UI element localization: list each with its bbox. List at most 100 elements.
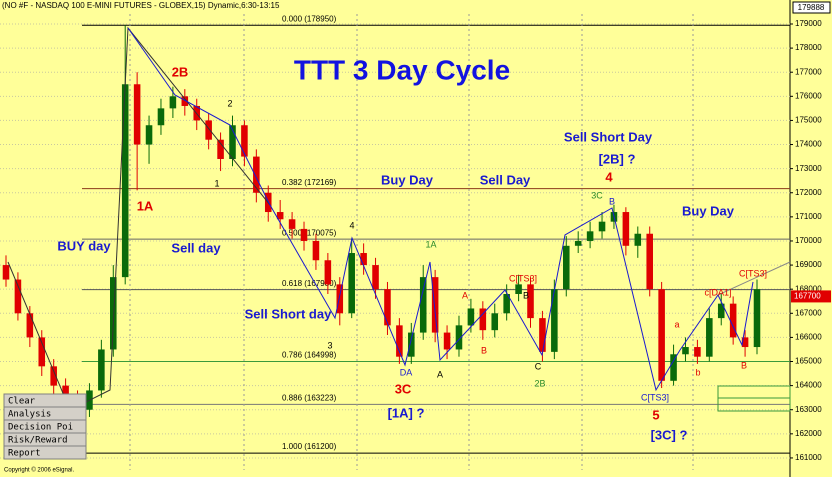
wave-label: c[DA1] [704, 287, 731, 297]
annotation: 2B [172, 64, 189, 79]
candle-body [479, 308, 487, 331]
y-tick-label: 167000 [795, 308, 822, 317]
wave-label: 2 [227, 98, 232, 108]
wave-label: 1A [425, 239, 436, 249]
candle-body [241, 125, 248, 157]
candle-body [300, 228, 308, 241]
annotation: [1A] ? [388, 405, 425, 420]
wave-label: A [437, 369, 443, 379]
candle-body [753, 289, 761, 348]
menu-label[interactable]: Clear [8, 397, 36, 407]
candle-body [670, 354, 677, 381]
wave-label: B [523, 290, 529, 300]
candle-body [98, 349, 105, 391]
y-tick-label: 172000 [795, 188, 822, 197]
candle-body [384, 289, 391, 326]
wave-label: C[TS3] [509, 273, 537, 283]
candle-body [515, 284, 522, 295]
wave-label: A [462, 290, 468, 300]
candle-body [491, 313, 499, 331]
wave-label: 3 [327, 340, 332, 350]
top-price-label: 179888 [798, 3, 825, 12]
candle-body [634, 233, 642, 246]
wave-label: C[TS3] [739, 268, 767, 278]
candle-body [729, 303, 737, 338]
annotation: 4 [605, 169, 613, 184]
candle-body [574, 240, 582, 246]
menu-label[interactable]: Decision Poi [8, 423, 73, 433]
candle-body [26, 313, 34, 338]
menu-button[interactable] [3, 445, 87, 460]
day-separators [129, 14, 694, 470]
y-tick-label: 166000 [795, 333, 822, 342]
candle-body [527, 284, 534, 319]
wave-label: 3C [591, 190, 603, 200]
wave-label: B [741, 360, 747, 370]
candle-body [419, 277, 427, 333]
y-tick-label: 168000 [795, 284, 822, 293]
candle-body [38, 337, 46, 367]
y-tick-label: 179000 [795, 19, 822, 28]
annotation: Sell Day [480, 172, 531, 187]
candle-body [455, 325, 463, 350]
wave-label: C[TS3] [641, 392, 669, 402]
menu-label[interactable]: Report [8, 449, 41, 459]
candle-body [622, 212, 630, 246]
menu-label[interactable]: Analysis [8, 410, 51, 420]
wave-label: C [535, 361, 542, 371]
candle-body [360, 253, 367, 266]
candle-body [110, 277, 117, 350]
copyright: Copyright © 2006 eSignal. [4, 467, 74, 474]
candle-body [217, 139, 224, 159]
candle-body [694, 347, 701, 357]
y-tick-label: 174000 [795, 140, 822, 149]
wave-label: a [674, 319, 679, 329]
y-tick-label: 176000 [795, 91, 822, 100]
fib-label: 0.618 (167980) [282, 279, 337, 288]
candle-body [717, 303, 725, 319]
wave-label: 4 [349, 220, 354, 230]
candle-body [408, 332, 415, 357]
candle-body [503, 294, 510, 314]
y-tick-label: 163000 [795, 405, 822, 414]
wave-label: b [695, 367, 700, 377]
annotation: 1A [137, 198, 154, 213]
axis-background [790, 0, 832, 477]
y-tick-label: 162000 [795, 429, 822, 438]
y-tick-label: 161000 [795, 453, 822, 462]
wave-label: B [481, 345, 487, 355]
last-price-label: 167700 [794, 292, 821, 301]
annotation: [3C] ? [651, 427, 688, 442]
y-tick-label: 177000 [795, 67, 822, 76]
candle-body [336, 284, 344, 314]
candle-body [562, 245, 570, 290]
y-tick-label: 170000 [795, 236, 822, 245]
candle-body [586, 231, 594, 241]
candle-body [431, 277, 439, 333]
y-tick-label: 178000 [795, 43, 822, 52]
y-tick-label: 175000 [795, 116, 822, 125]
candle-body [598, 221, 606, 232]
candle-body [205, 120, 212, 140]
candle-body [145, 125, 153, 145]
menu: Clear Analysis Decision Poi Risk/Reward … [3, 393, 87, 460]
wave-label: 1 [214, 178, 219, 188]
wave-label: B [609, 196, 615, 206]
y-tick-label: 165000 [795, 357, 822, 366]
wave-label: 2B [534, 378, 545, 388]
top-price-box [792, 1, 831, 14]
annotation: BUY day [57, 238, 111, 253]
fib-label: 1.000 (161200) [282, 442, 337, 451]
menu-label[interactable]: Risk/Reward [8, 436, 68, 446]
candle-body [312, 240, 320, 261]
candle-body [372, 265, 379, 290]
candle-body [324, 260, 332, 285]
annotation: 3C [395, 381, 412, 396]
annotation: Buy Day [682, 203, 735, 218]
annotation: 5 [652, 407, 659, 422]
chart-header: (NO #F - NASDAQ 100 E-MINI FUTURES - GLO… [2, 1, 280, 10]
candle-body [741, 337, 749, 348]
candle-body [169, 96, 177, 109]
wave-label: DA [400, 367, 413, 377]
